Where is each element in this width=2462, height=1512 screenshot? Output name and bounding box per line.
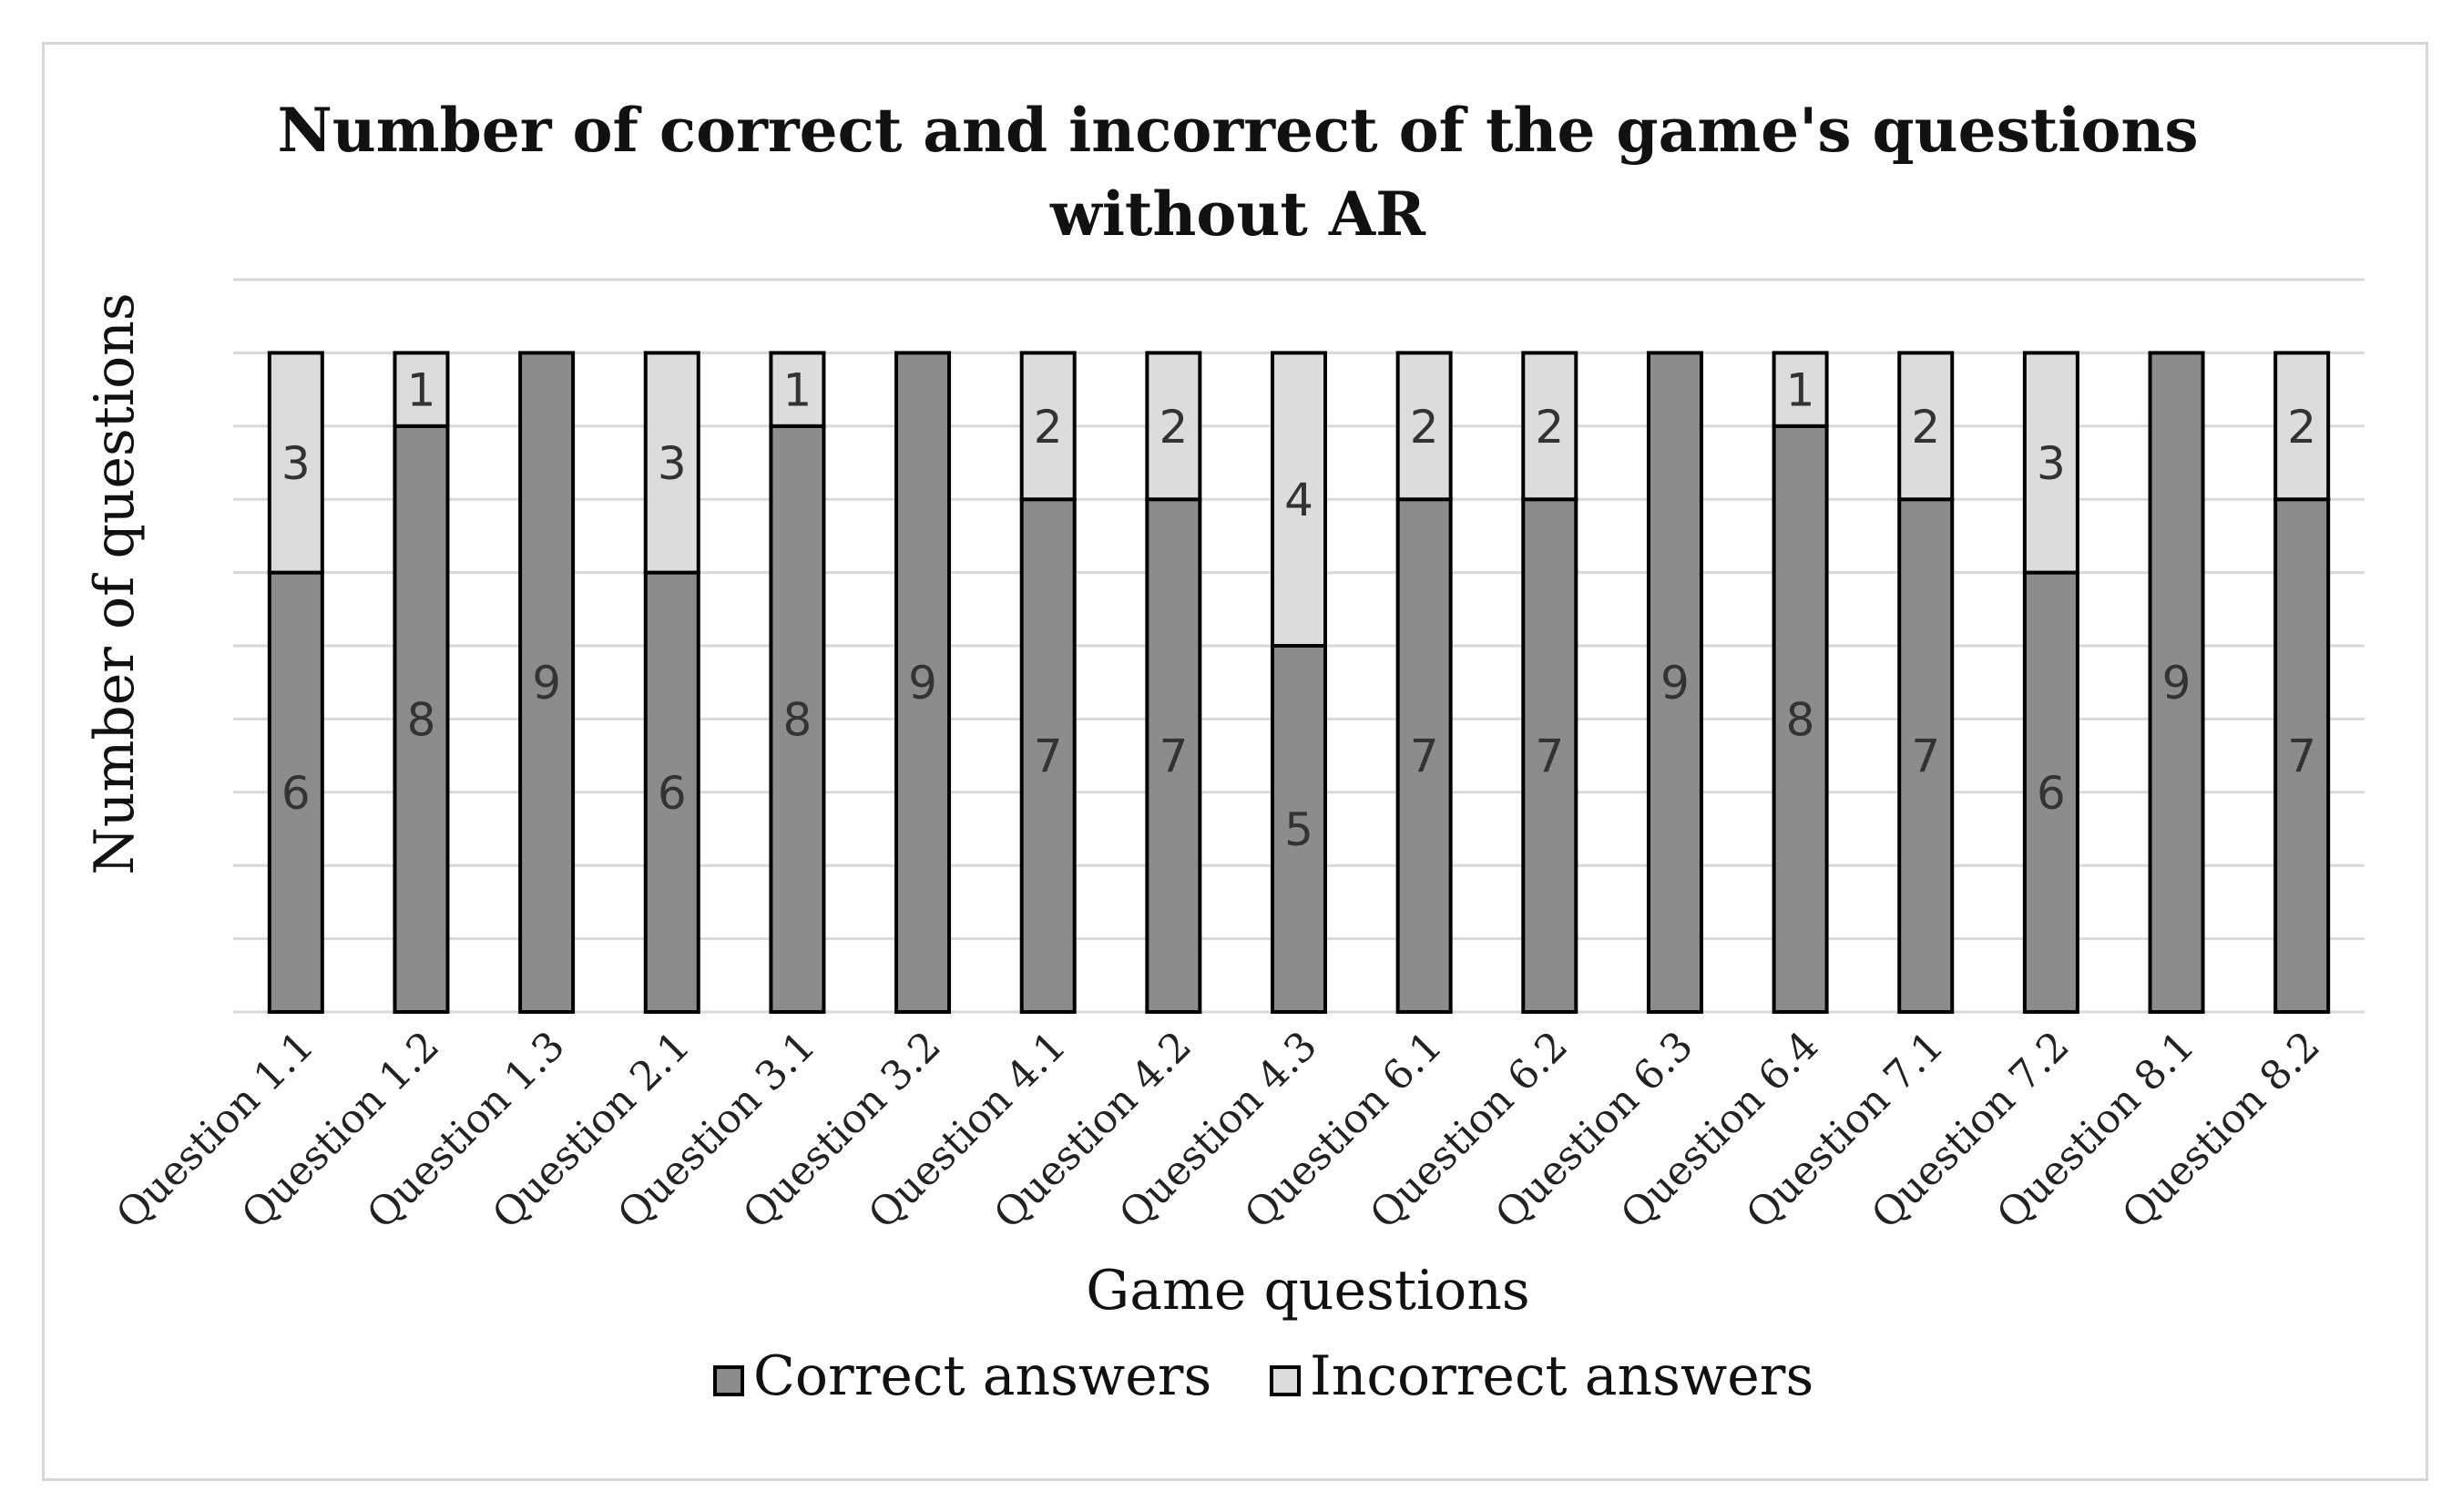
data-label: 6 bbox=[281, 767, 311, 820]
bar-correct bbox=[894, 351, 952, 1014]
bar-incorrect bbox=[1521, 351, 1578, 502]
data-label: 8 bbox=[407, 693, 436, 746]
data-label: 7 bbox=[1535, 730, 1564, 783]
data-label: 1 bbox=[783, 364, 812, 417]
bar-correct bbox=[518, 351, 576, 1014]
data-label: 7 bbox=[1911, 730, 1940, 783]
legend-swatch-correct bbox=[713, 1365, 744, 1396]
data-label: 7 bbox=[1159, 730, 1188, 783]
chart-frame: Number of correct and incorrect of the g… bbox=[42, 42, 2428, 1481]
data-label: 8 bbox=[1786, 693, 1815, 746]
bar-incorrect bbox=[393, 351, 450, 428]
bar-correct bbox=[2148, 351, 2205, 1014]
data-label: 1 bbox=[407, 364, 436, 417]
bar-chart: 6 3 8 1 9 6 3 8 1 9 7 2 7 2 5 4 7 2 7 2 9 8 1 7 2 6 3 9 7 2 Question … bbox=[83, 278, 2365, 1408]
data-label: 6 bbox=[658, 767, 687, 820]
bar-correct bbox=[1145, 497, 1202, 1014]
data-label: 1 bbox=[1786, 364, 1815, 417]
legend-label-correct: Correct answers bbox=[753, 1344, 1211, 1408]
y-axis-label: Number of questions bbox=[83, 292, 147, 874]
data-label: 6 bbox=[2037, 767, 2066, 820]
bar-correct bbox=[1271, 644, 1327, 1014]
bar-correct bbox=[1521, 497, 1578, 1014]
bar-incorrect bbox=[1019, 351, 1077, 502]
chart-title: Number of correct and incorrect of the g… bbox=[45, 88, 2431, 256]
data-label: 9 bbox=[908, 657, 937, 710]
bar-incorrect bbox=[643, 351, 700, 575]
data-label: 2 bbox=[1535, 401, 1564, 454]
data-label: 2 bbox=[1159, 401, 1188, 454]
bars: 6 3 8 1 9 6 3 8 1 9 7 2 7 2 5 4 7 2 7 2 9 8 1 7 2 6 3 9 7 2 bbox=[267, 351, 2331, 1014]
x-axis-label: Game questions bbox=[1086, 1259, 1529, 1323]
data-label: 7 bbox=[1034, 730, 1063, 783]
data-label: 3 bbox=[281, 437, 311, 490]
data-label: 5 bbox=[1284, 803, 1313, 856]
bar-incorrect bbox=[1897, 351, 1955, 502]
data-label: 2 bbox=[1911, 401, 1940, 454]
data-label: 4 bbox=[1284, 474, 1313, 526]
data-label: 9 bbox=[2162, 657, 2191, 710]
data-label: 8 bbox=[783, 693, 812, 746]
bar-correct bbox=[1646, 351, 1703, 1014]
bar-incorrect bbox=[1772, 351, 1829, 428]
data-label: 3 bbox=[658, 437, 687, 490]
data-label: 7 bbox=[1410, 730, 1439, 783]
chart-title-line-2: without AR bbox=[1050, 179, 1425, 250]
bar-correct bbox=[1395, 497, 1453, 1014]
bar-correct bbox=[267, 570, 324, 1014]
legend: Correct answers Incorrect answers bbox=[713, 1344, 1813, 1408]
bar-incorrect bbox=[769, 351, 826, 428]
data-label: 3 bbox=[2037, 437, 2066, 490]
data-label: 9 bbox=[1660, 657, 1690, 710]
bar-correct bbox=[643, 570, 700, 1014]
data-label: 2 bbox=[2287, 401, 2316, 454]
data-label: 7 bbox=[2287, 730, 2316, 783]
bar-incorrect bbox=[1395, 351, 1453, 502]
bar-correct bbox=[1897, 497, 1955, 1014]
bar-incorrect bbox=[2273, 351, 2331, 502]
legend-swatch-incorrect bbox=[1270, 1365, 1301, 1396]
legend-label-incorrect: Incorrect answers bbox=[1310, 1344, 1813, 1408]
bar-incorrect bbox=[1271, 351, 1327, 648]
data-label: 2 bbox=[1410, 401, 1439, 454]
bar-incorrect bbox=[1145, 351, 1202, 502]
chart-title-line-1: Number of correct and incorrect of the g… bbox=[277, 95, 2199, 166]
bar-incorrect bbox=[2022, 351, 2079, 575]
bar-incorrect bbox=[267, 351, 324, 575]
data-label: 2 bbox=[1034, 401, 1063, 454]
data-label: 9 bbox=[532, 657, 561, 710]
bar-correct bbox=[769, 424, 826, 1014]
